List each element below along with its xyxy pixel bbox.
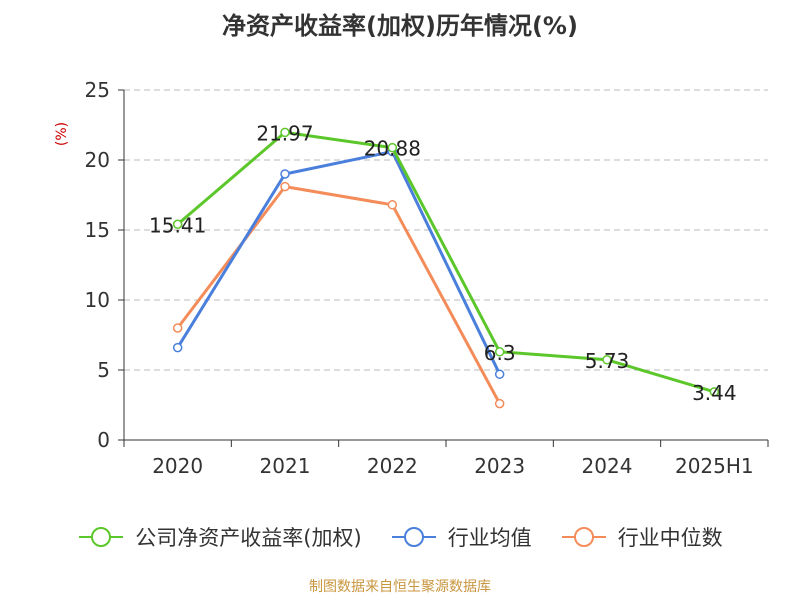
chart-title: 净资产收益率(加权)历年情况(%) xyxy=(222,12,578,40)
data-point xyxy=(280,181,290,192)
y-tick-label: 5 xyxy=(97,358,110,382)
data-point xyxy=(387,142,398,153)
data-point xyxy=(494,369,505,379)
x-tick-label: 2020 xyxy=(152,454,203,478)
grid-lines xyxy=(124,89,768,371)
x-tick-label: 2023 xyxy=(474,454,525,478)
legend: 公司净资产收益率(加权) 行业均值 行业中位数 xyxy=(0,520,800,554)
data-point xyxy=(602,355,612,365)
data-point xyxy=(494,347,505,357)
data-point xyxy=(280,127,290,138)
axes: 0 5 10 15 20 25 2020 2021 2022 2023 2024 2025H1 xyxy=(85,78,769,478)
data-point xyxy=(172,219,183,230)
data-label: 5.73 xyxy=(585,349,630,373)
data-point xyxy=(494,398,505,409)
legend-item[interactable]: 行业中位数 xyxy=(560,522,723,552)
data-label: 20.88 xyxy=(364,137,421,161)
series-line xyxy=(176,130,715,394)
legend-label: 行业中位数 xyxy=(617,526,723,550)
legend-marker-icon xyxy=(561,527,606,547)
x-tick-label: 2025H1 xyxy=(675,454,754,478)
y-tick-label: 0 xyxy=(97,428,110,452)
data-label: 21.97 xyxy=(256,121,313,145)
y-tick-label: 15 xyxy=(85,218,110,242)
legend-marker-icon xyxy=(79,527,124,547)
y-tick-label: 20 xyxy=(85,148,110,172)
data-label: 3.44 xyxy=(692,381,737,405)
series-line xyxy=(176,150,502,375)
series-lines xyxy=(172,127,720,409)
data-point xyxy=(172,342,183,353)
legend-item[interactable]: 行业均值 xyxy=(390,522,532,552)
data-point xyxy=(709,387,720,397)
x-tick-label: 2024 xyxy=(582,454,633,478)
data-point xyxy=(387,200,398,210)
legend-label: 公司净资产收益率(加权) xyxy=(135,526,362,550)
data-label: 6.3 xyxy=(484,341,516,365)
legend-marker-icon xyxy=(391,527,436,547)
legend-label: 行业均值 xyxy=(447,526,532,550)
data-point xyxy=(280,169,290,179)
series-line xyxy=(176,185,501,405)
x-tick-label: 2021 xyxy=(260,454,311,478)
data-label: 15.41 xyxy=(149,213,206,237)
data-labels: 15.41 21.97 20.88 6.3 5.73 3.44 xyxy=(149,121,737,404)
x-tick-label: 2022 xyxy=(367,454,418,478)
data-point xyxy=(172,323,183,333)
y-tick-label: 25 xyxy=(85,78,110,102)
y-tick-label: 10 xyxy=(85,288,110,312)
source-note: 制图数据来自恒生聚源数据库 xyxy=(309,579,491,595)
legend-item[interactable]: 公司净资产收益率(加权) xyxy=(77,522,362,552)
